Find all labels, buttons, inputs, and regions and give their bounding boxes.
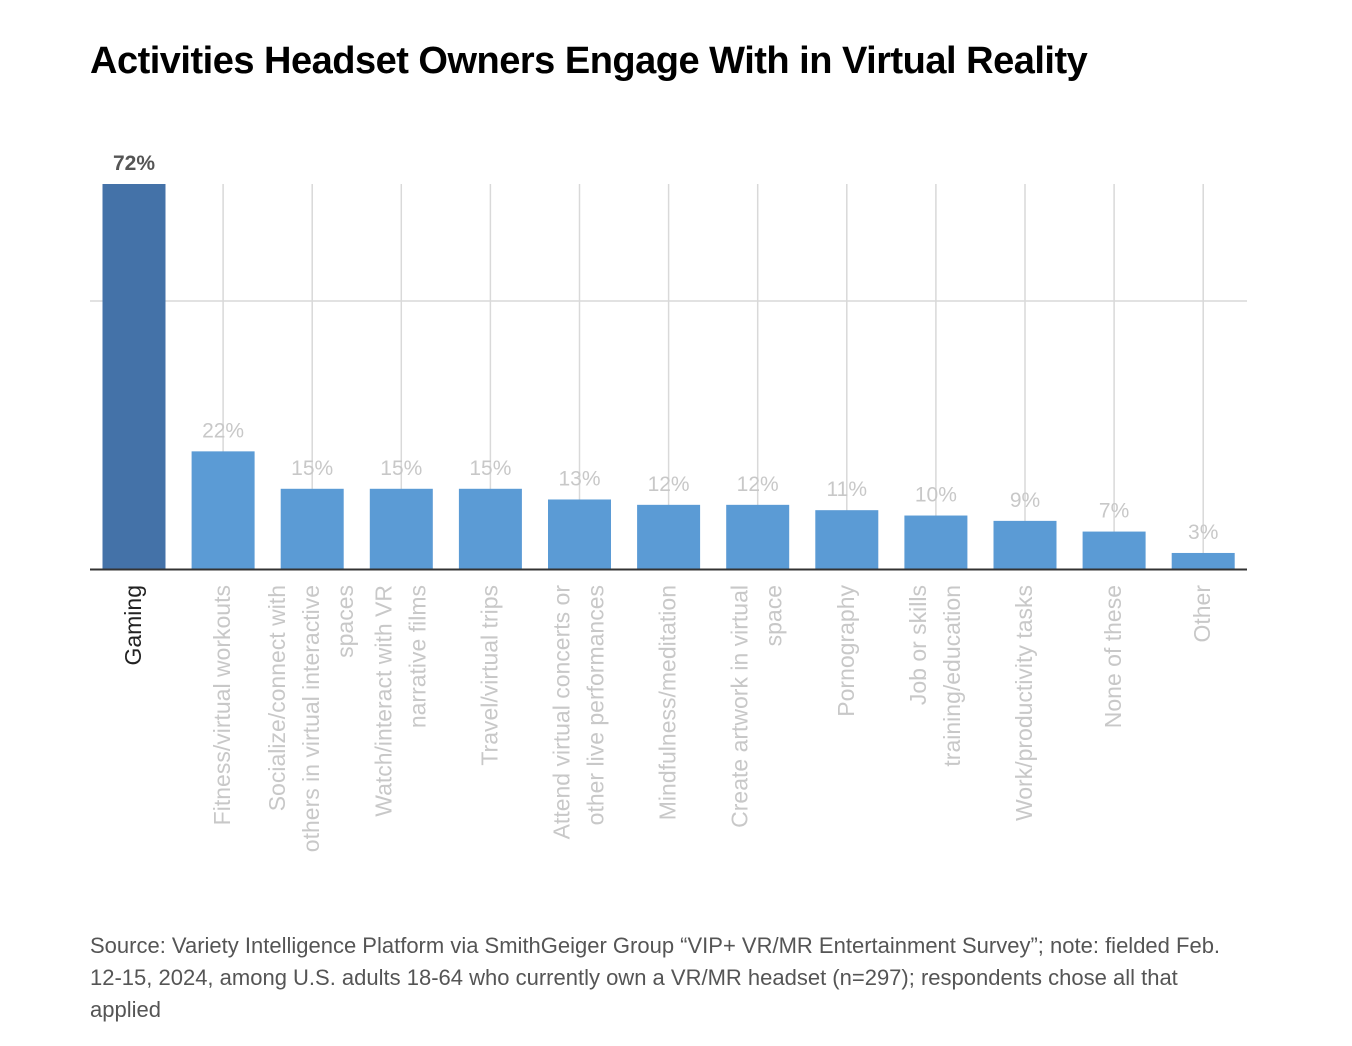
value-label: 22% bbox=[202, 419, 244, 442]
value-label: 15% bbox=[380, 457, 422, 480]
category-label: Other bbox=[1189, 585, 1215, 643]
bar bbox=[904, 515, 968, 569]
bar bbox=[726, 504, 790, 569]
category-label: None of these bbox=[1100, 585, 1126, 728]
category-label-line: Create artwork in virtual bbox=[727, 585, 753, 828]
category-labels: Gaming Fitness/virtual workouts Socialize/… bbox=[120, 585, 1215, 853]
bar bbox=[1171, 552, 1235, 569]
category-label: Pornography bbox=[833, 585, 859, 717]
category-label-line: None of these bbox=[1100, 585, 1126, 728]
bar bbox=[993, 520, 1057, 569]
category-label-line: Travel/virtual trips bbox=[476, 585, 502, 766]
category-label-line: Other bbox=[1189, 585, 1215, 643]
value-label: 15% bbox=[469, 457, 511, 480]
category-label: Fitness/virtual workouts bbox=[209, 585, 235, 825]
bar bbox=[815, 510, 879, 569]
category-label: Job or skills training/education bbox=[905, 585, 965, 767]
category-label-line: Gaming bbox=[120, 585, 146, 666]
bar bbox=[458, 488, 522, 569]
value-label: 12% bbox=[737, 473, 779, 496]
bar bbox=[637, 504, 701, 569]
bar bbox=[191, 451, 255, 569]
value-label: 10% bbox=[915, 484, 957, 507]
value-label: 13% bbox=[558, 467, 600, 490]
category-label-line: other live performances bbox=[583, 585, 609, 825]
category-label-line: Mindfulness/meditation bbox=[655, 585, 681, 820]
category-label: Create artwork in virtual space bbox=[727, 585, 787, 828]
grid-lines bbox=[90, 184, 1247, 569]
chart-title: Activities Headset Owners Engage With in… bbox=[90, 40, 1088, 82]
bar bbox=[1082, 531, 1146, 569]
value-label: 7% bbox=[1099, 500, 1129, 523]
bar bbox=[102, 184, 166, 569]
category-label-line: Job or skills bbox=[905, 585, 931, 705]
category-label: Travel/virtual trips bbox=[476, 585, 502, 766]
value-label: 9% bbox=[1010, 489, 1040, 512]
source-note: Source: Variety Intelligence Platform vi… bbox=[90, 933, 1221, 1022]
category-label-line: others in virtual interactive bbox=[298, 585, 324, 852]
category-label: Watch/interact with VR narrative films bbox=[370, 585, 430, 817]
category-label: Mindfulness/meditation bbox=[655, 585, 681, 820]
category-label-line: Socialize/connect with bbox=[264, 585, 290, 811]
category-label: Gaming bbox=[120, 585, 146, 666]
value-label: 15% bbox=[291, 457, 333, 480]
category-label-line: Pornography bbox=[833, 585, 859, 717]
bar bbox=[369, 488, 433, 569]
value-label: 11% bbox=[827, 478, 867, 501]
bars bbox=[102, 184, 1235, 569]
bar bbox=[548, 499, 611, 569]
value-labels: 72% 22% 15% 15% 15% 13% 12% 12% 11% 10% 9% 7% 3% bbox=[113, 152, 1218, 544]
category-label: Socialize/connect with others in virtual … bbox=[264, 585, 358, 852]
bar bbox=[280, 488, 344, 569]
value-label: 3% bbox=[1188, 521, 1218, 544]
category-label-line: Fitness/virtual workouts bbox=[209, 585, 235, 825]
value-label: 72% bbox=[113, 152, 155, 175]
value-label: 12% bbox=[648, 473, 690, 496]
category-label: Work/productivity tasks bbox=[1011, 585, 1037, 821]
category-label-line: spaces bbox=[332, 585, 358, 658]
category-label-line: space bbox=[761, 585, 787, 646]
category-label-line: narrative films bbox=[404, 585, 430, 728]
category-label-line: training/education bbox=[939, 585, 965, 767]
category-label-line: Attend virtual concerts or bbox=[549, 585, 575, 840]
category-label-line: Work/productivity tasks bbox=[1011, 585, 1037, 821]
category-label: Attend virtual concerts or other live per… bbox=[549, 585, 609, 840]
category-label-line: Watch/interact with VR bbox=[370, 585, 396, 817]
